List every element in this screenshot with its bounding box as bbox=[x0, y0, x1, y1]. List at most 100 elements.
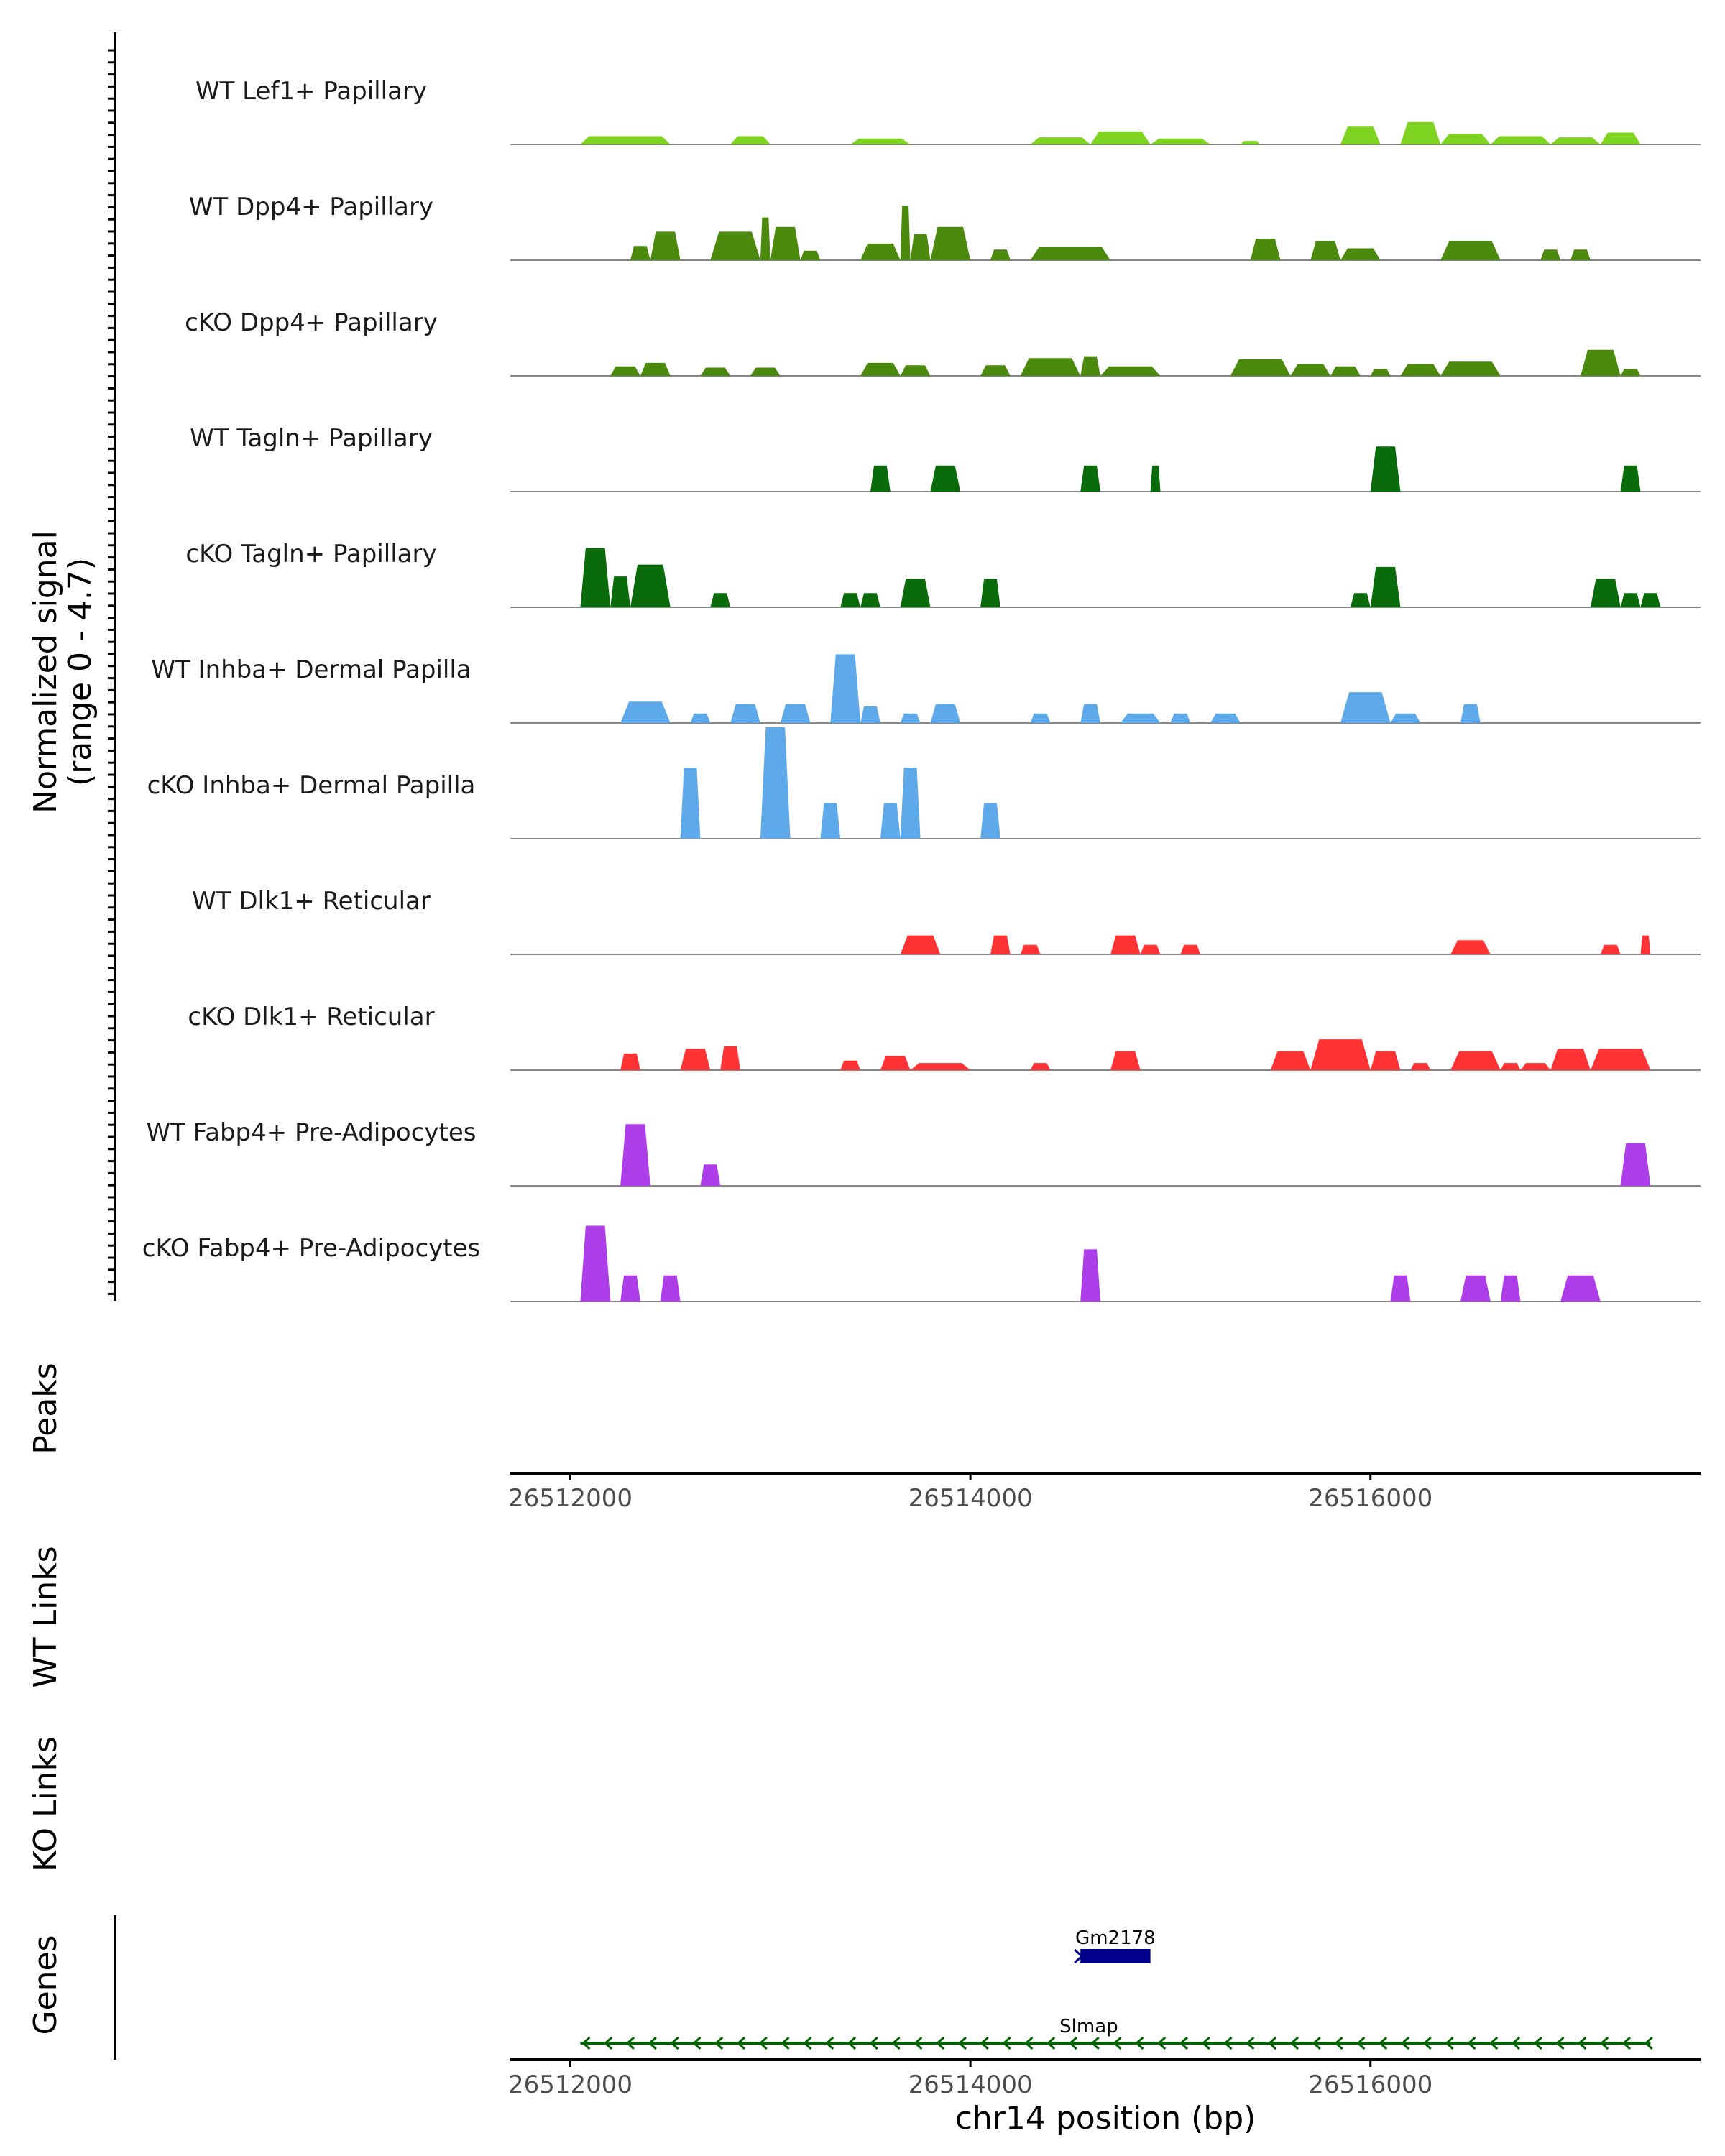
coverage-peak bbox=[710, 231, 760, 260]
coverage-peak bbox=[1620, 369, 1641, 376]
coverage-peak bbox=[700, 1164, 721, 1186]
x-axis-title: chr14 position (bp) bbox=[955, 2100, 1256, 2137]
coverage-peak bbox=[1340, 248, 1381, 260]
track-9: WT Fabp4+ Pre-Adipocytes bbox=[147, 1118, 1701, 1187]
gene-slmap-strand-arrow bbox=[957, 2036, 967, 2050]
gene-slmap-strand-arrow bbox=[1223, 2036, 1233, 2050]
wt-links-panel-label: WT Links bbox=[27, 1546, 64, 1687]
coverage-peak bbox=[1150, 138, 1211, 144]
gene-slmap-strand-arrow bbox=[847, 2036, 857, 2050]
coverage-peak bbox=[830, 654, 861, 723]
coverage-peak bbox=[980, 579, 1000, 607]
coverage-peak bbox=[1450, 940, 1491, 954]
gene-slmap-strand-arrow bbox=[1378, 2036, 1388, 2050]
coverage-peak bbox=[1090, 131, 1151, 144]
coverage-peak bbox=[1270, 1051, 1311, 1070]
coverage-peak bbox=[1600, 132, 1641, 144]
coverage-peak bbox=[850, 138, 911, 144]
track-6: cKO Inhba+ Dermal Papilla bbox=[147, 727, 1701, 839]
coverage-peak bbox=[1030, 137, 1091, 144]
coverage-peak bbox=[980, 803, 1000, 839]
coverage-peak bbox=[680, 1049, 711, 1070]
gene-slmap-strand-arrow bbox=[1312, 2036, 1321, 2050]
gene-slmap-strand-arrow bbox=[1445, 2036, 1454, 2050]
y-axis bbox=[108, 32, 116, 1301]
track-label: cKO Inhba+ Dermal Papilla bbox=[147, 771, 476, 800]
track-label: cKO Dlk1+ Reticular bbox=[188, 1003, 434, 1031]
gene-slmap-strand-arrow bbox=[736, 2036, 746, 2050]
track-label: WT Tagln+ Papillary bbox=[190, 424, 433, 453]
track-label: cKO Dpp4+ Papillary bbox=[185, 308, 438, 337]
gene-slmap-strand-arrow bbox=[603, 2036, 613, 2050]
coverage-peak bbox=[1370, 566, 1401, 607]
gene-slmap-strand-arrow bbox=[1135, 2036, 1144, 2050]
coverage-peak bbox=[880, 1056, 911, 1070]
gene-slmap-strand-arrow bbox=[625, 2036, 635, 2050]
coverage-peak bbox=[730, 704, 760, 723]
gene-slmap-strand-arrow bbox=[581, 2036, 591, 2050]
coverage-peak bbox=[760, 727, 791, 839]
coverage-peak bbox=[720, 1046, 741, 1070]
track-label: WT Lef1+ Papillary bbox=[196, 77, 427, 106]
coverage-peak bbox=[800, 250, 821, 260]
track-5: WT Inhba+ Dermal Papilla bbox=[151, 654, 1701, 724]
coverage-peak bbox=[1340, 126, 1381, 144]
coverage-peak bbox=[860, 362, 901, 376]
coverage-peak bbox=[870, 465, 891, 492]
coverage-peak bbox=[780, 704, 811, 723]
coverage-peak bbox=[1230, 359, 1291, 376]
coverage-peak bbox=[710, 593, 731, 607]
coverage-peak bbox=[1240, 141, 1261, 144]
gene-slmap-strand-arrow bbox=[670, 2036, 679, 2050]
gene-slmap-strand-arrow bbox=[1400, 2036, 1410, 2050]
coverage-peak bbox=[650, 231, 681, 260]
y-axis-range: (range 0 - 4.7) bbox=[62, 558, 98, 786]
gene-slmap-strand-arrow bbox=[1246, 2036, 1255, 2050]
coverage-peak bbox=[1620, 593, 1641, 607]
coverage-peak bbox=[900, 768, 921, 839]
gene-slmap-strand-arrow bbox=[1024, 2036, 1034, 2050]
track-8: cKO Dlk1+ Reticular bbox=[188, 1003, 1701, 1071]
coverage-peak bbox=[1150, 465, 1161, 492]
x-axis-genes: 26512000 26514000 26516000 bbox=[508, 2058, 1701, 2099]
coverage-peak bbox=[1030, 1063, 1051, 1070]
gene-slmap-strand-arrow bbox=[1179, 2036, 1189, 2050]
coverage-peak bbox=[1310, 241, 1340, 260]
x-axis-peaks: 26512000 26514000 26516000 bbox=[508, 1472, 1701, 1513]
coverage-peak bbox=[880, 803, 901, 839]
coverage-peak bbox=[1620, 1143, 1651, 1186]
coverage-peak bbox=[860, 706, 880, 723]
coverage-peak bbox=[1080, 704, 1100, 723]
coverage-peak bbox=[1390, 713, 1421, 723]
coverage-peak bbox=[1440, 241, 1501, 260]
coverage-tracks: WT Lef1+ Papillary WT Dpp4+ Papillary cKO … bbox=[142, 77, 1701, 1302]
gene-slmap-strand-arrow bbox=[1002, 2036, 1011, 2050]
coverage-peak bbox=[1080, 465, 1100, 492]
gene-slmap-strand-arrow bbox=[1622, 2036, 1632, 2050]
coverage-peak bbox=[990, 249, 1011, 260]
coverage-peak bbox=[1170, 713, 1191, 723]
coverage-peak bbox=[1340, 692, 1391, 723]
gene-slmap-strand-arrow bbox=[980, 2036, 989, 2050]
coverage-peak bbox=[1500, 1063, 1521, 1070]
gene-gm2178-body bbox=[1080, 1949, 1151, 1963]
coverage-peak bbox=[640, 362, 671, 376]
coverage-peak bbox=[1110, 935, 1141, 954]
coverage-peak bbox=[1400, 364, 1441, 376]
gene-slmap-strand-arrow bbox=[1599, 2036, 1609, 2050]
gene-slmap-strand-arrow bbox=[1090, 2036, 1100, 2050]
coverage-peak bbox=[820, 803, 841, 839]
coverage-peak bbox=[980, 365, 1011, 376]
x-tick-label: 26516000 bbox=[1308, 2070, 1432, 2099]
coverage-peak bbox=[690, 713, 711, 723]
coverage-peak bbox=[1120, 713, 1161, 723]
coverage-peak bbox=[1570, 249, 1591, 260]
coverage-peak bbox=[1020, 358, 1081, 376]
gene-slmap-strand-arrow bbox=[1511, 2036, 1521, 2050]
coverage-peak bbox=[900, 365, 931, 376]
track-label: WT Dlk1+ Reticular bbox=[192, 887, 431, 916]
gene-slmap-strand-arrow bbox=[648, 2036, 657, 2050]
genes-panel-label: Genes bbox=[27, 1935, 64, 2035]
coverage-peak bbox=[610, 366, 640, 376]
